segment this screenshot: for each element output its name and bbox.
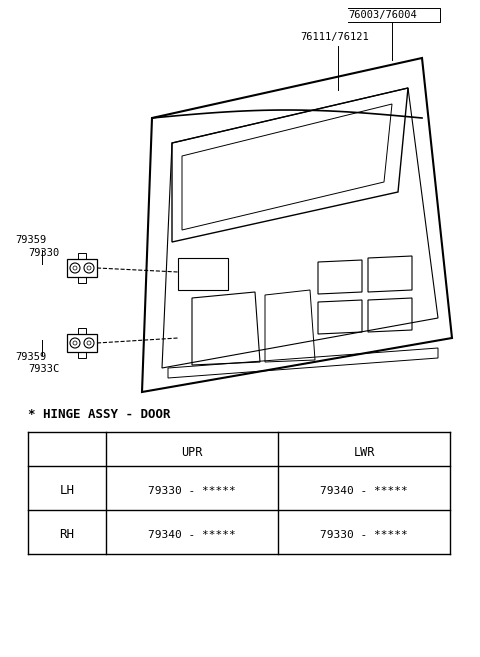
Text: LH: LH: [60, 484, 74, 497]
Text: 79340 - *****: 79340 - *****: [320, 486, 408, 496]
Text: UPR: UPR: [181, 445, 203, 459]
Text: 79330 - *****: 79330 - *****: [148, 486, 236, 496]
Text: 76003/76004: 76003/76004: [348, 10, 417, 20]
Text: 76111/76121: 76111/76121: [300, 32, 369, 42]
Text: 79330 - *****: 79330 - *****: [320, 530, 408, 540]
Text: LWR: LWR: [353, 445, 375, 459]
Text: 79330: 79330: [28, 248, 59, 258]
Text: 7933C: 7933C: [28, 364, 59, 374]
Text: RH: RH: [60, 528, 74, 541]
Text: 79359: 79359: [15, 235, 46, 245]
Text: 79340 - *****: 79340 - *****: [148, 530, 236, 540]
Text: * HINGE ASSY - DOOR: * HINGE ASSY - DOOR: [28, 408, 170, 421]
Text: 79359: 79359: [15, 352, 46, 362]
